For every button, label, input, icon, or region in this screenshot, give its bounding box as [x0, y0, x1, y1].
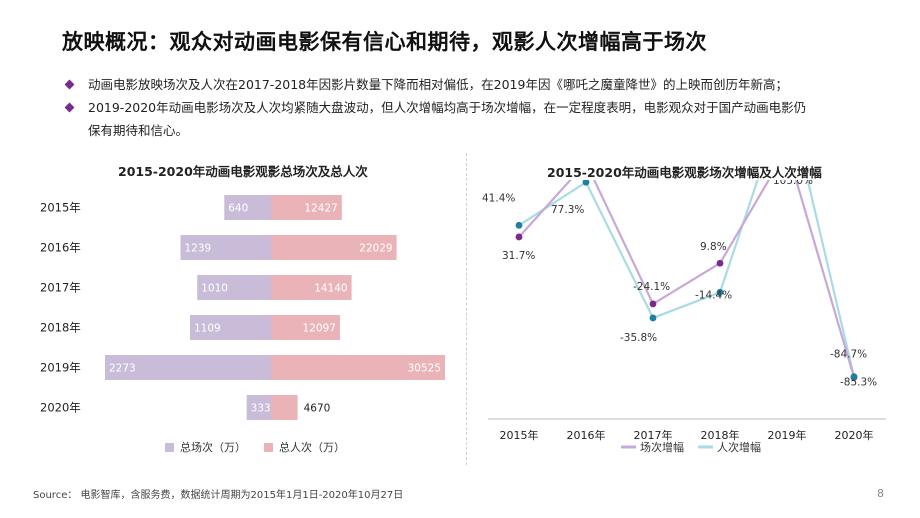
left-chart-title: 2015-2020年动画电影观影总场次及总人次 [118, 164, 368, 179]
admissions-growth-data-label: -35.8% [620, 332, 657, 344]
legend-swatch-admissions [264, 443, 273, 452]
right-line-chart: 2015年2016年2017年2018年2019年2020年31.7%93.6%… [482, 180, 886, 454]
screenings-growth-data-label: -24.1% [633, 281, 670, 293]
bullet-1: 动画电影放映场次及人次在2017-2018年因影片数量下降而相对偏低，在2019… [64, 73, 864, 96]
screenings-bar [197, 275, 271, 300]
admissions-growth-data-label: 41.4% [482, 192, 515, 204]
admissions-value-label: 22029 [359, 243, 392, 255]
screenings-value-label: 1239 [185, 243, 212, 255]
screenings-bar [246, 395, 271, 420]
screenings-bar [180, 235, 271, 260]
admissions-bar [271, 235, 397, 260]
page-title: 放映概况：观众对动画电影保有信心和期待，观影人次增幅高于场次 [62, 30, 707, 54]
admissions-value-label: 14140 [314, 283, 347, 295]
legend-label-admissions-growth: 人次增幅 [717, 440, 761, 454]
left-bar-chart: 2015年 640 12427 2016年 1239 22029 2017年 1010 1414… [40, 195, 445, 454]
screenings-growth-line [518, 180, 856, 378]
screenings-bar [224, 195, 271, 220]
diamond-bullet-icon [64, 79, 75, 90]
admissions-value-label: 12097 [303, 323, 336, 335]
admissions-growth-line [518, 180, 856, 377]
admissions-growth-data-label: 77.3% [551, 204, 584, 216]
admissions-value-label: 12427 [304, 203, 337, 215]
screenings-growth-data-label: -85.3% [840, 376, 877, 388]
legend-label-screenings: 总场次（万） [180, 440, 246, 454]
category-label: 2015年 [40, 201, 81, 215]
right-chart-title: 2015-2020年动画电影观影场次增幅及人次增幅 [547, 165, 822, 180]
screenings-value-label: 640 [228, 203, 248, 215]
admissions-growth-data-label: -14.4% [695, 289, 732, 301]
admissions-bar [271, 395, 298, 420]
category-label: 2017年 [40, 281, 81, 295]
admissions-growth-data-label: -84.7% [830, 349, 867, 361]
legend-label-admissions: 总人次（万） [279, 440, 345, 454]
admissions-growth-point [649, 314, 657, 322]
x-tick-label: 2015年 [500, 428, 539, 442]
summary-bullets: 动画电影放映场次及人次在2017-2018年因影片数量下降而相对偏低，在2019… [64, 73, 864, 142]
x-tick-label: 2018年 [701, 428, 740, 442]
admissions-bar [271, 315, 340, 340]
category-label: 2019年 [40, 361, 81, 375]
screenings-bar [105, 355, 271, 380]
x-tick-label: 2019年 [768, 428, 807, 442]
screenings-value-label: 1109 [194, 323, 221, 335]
x-tick-label: 2017年 [634, 428, 673, 442]
screenings-growth-point [649, 300, 657, 308]
bullet-text: 动画电影放映场次及人次在2017-2018年因影片数量下降而相对偏低，在2019… [88, 77, 788, 92]
legend-label-screenings-growth: 场次增幅 [640, 440, 684, 454]
category-label: 2018年 [40, 321, 81, 335]
bullet-text: 保有期待和信心。 [88, 123, 189, 138]
legend-swatch-screenings [165, 443, 174, 452]
admissions-bar [271, 355, 445, 380]
screenings-value-label: 2273 [109, 363, 136, 375]
page-number: 8 [877, 487, 884, 500]
category-label: 2016年 [40, 241, 81, 255]
screenings-growth-point [716, 259, 724, 267]
admissions-bar [271, 275, 352, 300]
admissions-growth-point [515, 221, 523, 229]
diamond-bullet-icon [64, 102, 75, 113]
admissions-growth-point [850, 373, 858, 381]
screenings-growth-point [515, 233, 523, 241]
x-tick-label: 2016年 [567, 428, 606, 442]
screenings-growth-data-label: 31.7% [502, 250, 535, 262]
screenings-growth-data-label: 105.0% [773, 180, 813, 187]
admissions-value-label: 4670 [304, 403, 331, 415]
bullet-2-continued: 保有期待和信心。 [64, 119, 864, 142]
admissions-growth-point [716, 288, 724, 296]
screenings-value-label: 333 [251, 403, 271, 415]
source-note: Source： 电影智库，含服务费，数据统计周期为2015年1月1日-2020年… [33, 490, 404, 501]
admissions-growth-point [582, 180, 590, 186]
screenings-bar [190, 315, 271, 340]
bullet-2: 2019-2020年动画电影场次及人次均紧随大盘波动，但人次增幅均高于场次增幅，… [64, 96, 864, 119]
category-label: 2020年 [40, 401, 81, 415]
screenings-growth-data-label: 9.8% [700, 241, 727, 253]
x-tick-label: 2020年 [835, 428, 874, 442]
admissions-bar [271, 195, 342, 220]
bullet-text: 2019-2020年动画电影场次及人次均紧随大盘波动，但人次增幅均高于场次增幅，… [88, 100, 807, 115]
admissions-value-label: 30525 [408, 363, 441, 375]
screenings-value-label: 1010 [201, 283, 228, 295]
chart-divider [466, 153, 467, 465]
